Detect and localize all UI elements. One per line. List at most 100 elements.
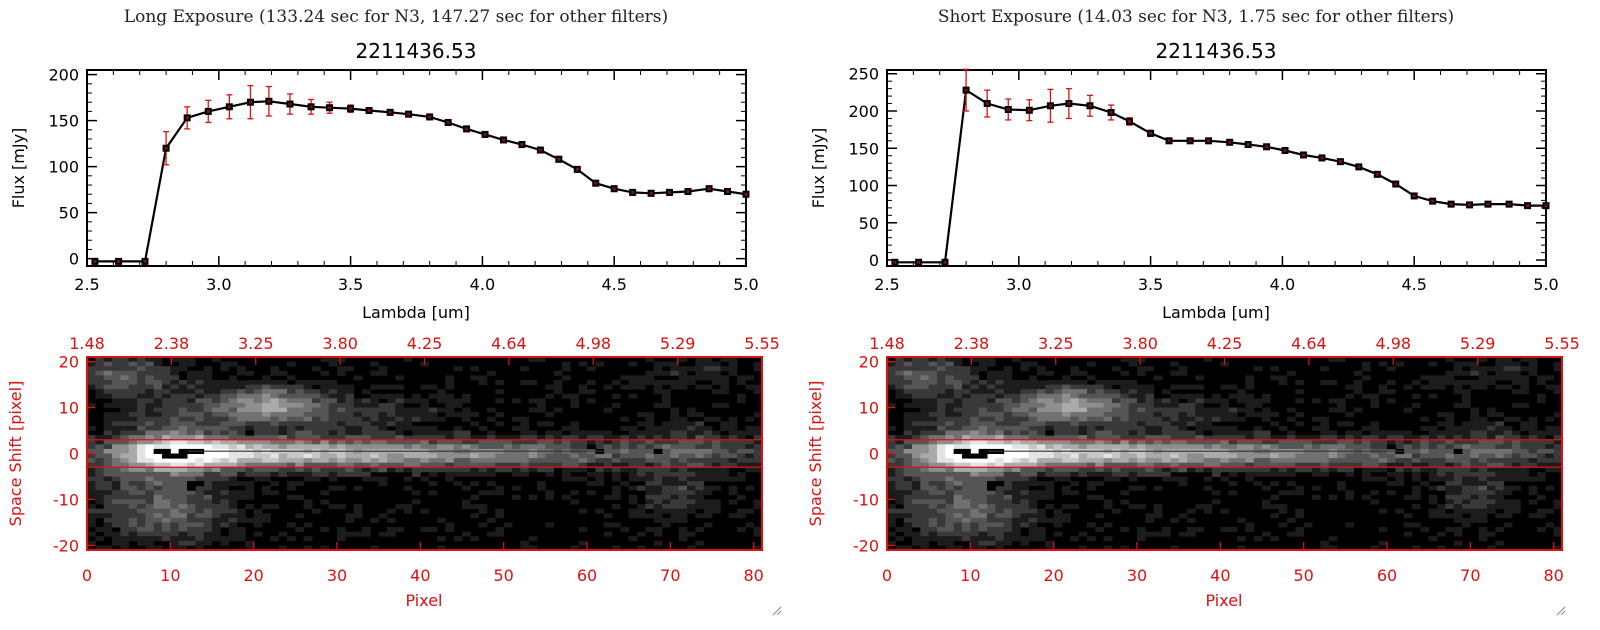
image-pixel [987,471,996,477]
image-pixel [137,504,146,510]
image-pixel [1478,379,1488,385]
image-pixel [1112,430,1121,436]
image-pixel [645,448,655,454]
bad-pixel [187,481,196,487]
resize-grip-icon[interactable] [1556,606,1566,616]
image-pixel [1278,522,1288,528]
image-pixel [212,435,221,441]
image-pixel [1170,462,1180,468]
image-pixel [1112,458,1121,464]
image-pixel [170,540,180,546]
image-pixel [587,430,596,436]
image-pixel [1445,357,1455,362]
image-pixel [212,357,221,362]
image-pixel [1062,453,1071,459]
image-pixel [653,499,663,505]
image-pixel [487,444,496,450]
image-pixel [1453,458,1463,464]
data-point-core [668,190,672,194]
image-pixel [103,384,113,390]
image-pixel [645,375,655,381]
image-pixel [1445,527,1455,533]
image-pixel [1112,416,1121,422]
image-pixel [495,527,505,533]
image-pixel [1195,527,1205,533]
image-pixel [303,439,313,445]
image-pixel [1087,393,1096,399]
image-pixel [1128,389,1138,395]
image-pixel [695,467,705,473]
plot-frame [86,69,747,267]
image-pixel [1087,494,1096,500]
image-pixel [137,499,146,505]
image-pixel [478,504,488,510]
wavelength-tick-label: 1.48 [69,334,105,353]
image-pixel [187,435,196,441]
image-pixel [187,513,196,519]
image-pixel [1045,439,1055,445]
image-pixel [928,494,938,500]
image-pixel [153,379,163,385]
image-pixel [1187,421,1196,427]
image-pixel [1328,398,1338,404]
data-point-core [367,108,371,112]
image-pixel [1120,490,1130,496]
image-pixel [928,402,938,408]
image-pixel [1337,402,1346,408]
image-pixel [87,435,96,441]
image-pixel [712,485,721,491]
image-pixel [103,375,113,381]
image-pixel [470,513,480,519]
image-pixel [995,527,1005,533]
image-pixel [220,453,230,459]
image-pixel [995,462,1005,468]
image-pixel [370,370,380,376]
image-pixel [145,517,155,523]
image-pixel [1045,481,1055,487]
data-point-core [744,192,748,196]
image-pixel [1387,435,1396,441]
image-pixel [112,398,121,404]
image-pixel [887,439,896,445]
image-pixel [1503,513,1513,519]
image-pixel [1062,402,1071,408]
image-pixel [1062,421,1071,427]
image-pixel [162,425,171,431]
image-pixel [1512,444,1521,450]
image-pixel [287,361,296,367]
image-pixel [95,490,105,496]
image-pixel [995,476,1005,482]
image-pixel [953,412,963,418]
image-pixel [1328,357,1338,362]
image-pixel [1278,439,1288,445]
image-pixel [112,481,121,487]
image-pixel [703,357,713,362]
image-pixel [287,375,296,381]
image-pixel [1453,485,1463,491]
image-pixel [403,435,413,441]
image-pixel [162,462,171,468]
image-pixel [87,379,96,385]
data-point-core [93,259,97,263]
image-pixel [370,407,380,413]
image-pixel [1178,384,1188,390]
image-pixel [712,370,721,376]
image-pixel [887,494,896,500]
image-pixel [595,435,605,441]
image-pixel [1095,467,1105,473]
image-pixel [195,421,205,427]
image-pixel [912,370,921,376]
resize-grip-icon[interactable] [772,606,782,616]
image-pixel [645,357,655,362]
image-pixel [662,490,671,496]
image-pixel [970,393,980,399]
image-pixel [153,357,163,362]
image-pixel [1412,471,1421,477]
image-pixel [187,467,196,473]
image-pixel [945,476,955,482]
image-pixel [1162,398,1171,404]
image-pixel [1470,504,1480,510]
image-pixel [537,462,546,468]
image-pixel [687,448,696,454]
image-pixel [128,379,138,385]
